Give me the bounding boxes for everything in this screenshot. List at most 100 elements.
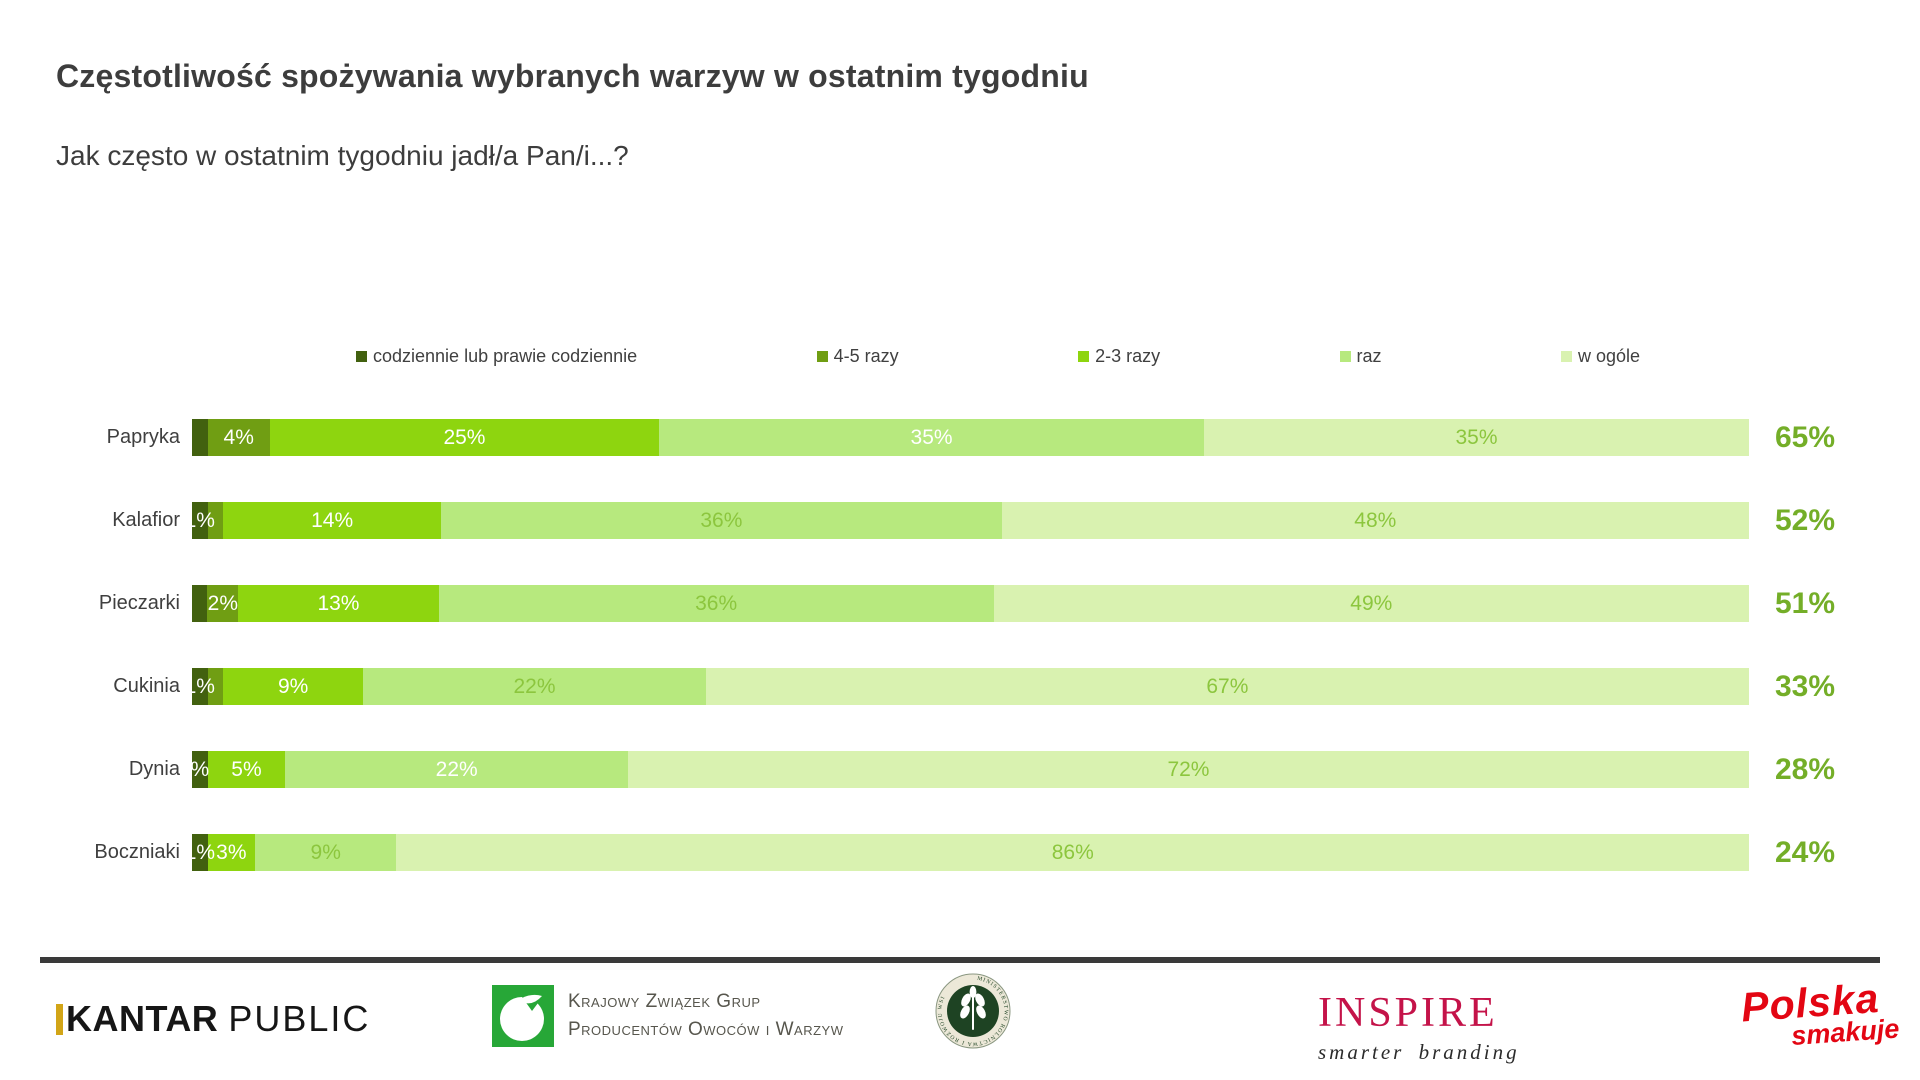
- chart-row: Dynia% 5% 22% 72% 28%: [40, 751, 1918, 788]
- bar-segment: 86%: [396, 834, 1750, 871]
- bar-segment: 67%: [705, 668, 1749, 705]
- bar-segment: %: [190, 751, 210, 788]
- legend-item: w ogóle: [1560, 346, 1640, 367]
- stacked-bar: 1% 3% 9% 86%: [185, 834, 1750, 871]
- inspire-logo-text: INSPIRE: [1318, 990, 1498, 1036]
- bar-segment: 36%: [441, 502, 1002, 539]
- polska-smakuje-logo: Polska smakuje: [1740, 975, 1901, 1054]
- inspire-tagline: smarter branding: [1318, 1040, 1520, 1064]
- segment-value-label: 67%: [1206, 674, 1249, 698]
- inspire-logo: INSPIRE smarter branding: [1318, 992, 1520, 1065]
- stacked-bar: 2% 13% 36% 49%: [192, 585, 1749, 622]
- bar-segment: 48%: [1001, 502, 1749, 539]
- legend-swatch-icon: [1560, 351, 1572, 362]
- bar-segment: [192, 419, 208, 456]
- segment-value-label: 5%: [231, 757, 262, 781]
- category-label: Pieczarki: [98, 592, 180, 614]
- chart-row: Kalafior 1% 14% 36% 48% 52%: [40, 502, 1918, 539]
- bar-segment: [192, 585, 208, 622]
- legend-swatch-icon: [816, 351, 828, 362]
- bar-segment: 25%: [269, 419, 660, 456]
- stacked-bar: 1% 14% 36% 48%: [185, 502, 1749, 539]
- total-label: 52%: [1775, 503, 1836, 537]
- stacked-bar: % 5% 22% 72%: [190, 751, 1749, 788]
- bar-segment: 72%: [627, 751, 1749, 788]
- kantar-gold-bar-icon: [56, 1003, 63, 1035]
- kzg-logo: Krajowy Związek Grup Producentów Owoców …: [492, 985, 843, 1047]
- category-label: Kalafior: [112, 509, 180, 531]
- polska-logo-line2: smakuje: [1790, 1013, 1901, 1052]
- kantar-public-logo: KANTAR PUBLIC: [56, 998, 370, 1040]
- kzg-fruit-icon: [492, 985, 554, 1047]
- segment-value-label: 2%: [207, 591, 239, 615]
- legend-label: 4-5 razy: [833, 346, 899, 366]
- total-label: 65%: [1775, 420, 1836, 454]
- bar-segment: 22%: [363, 668, 706, 705]
- legend: codziennie lub prawie codziennie 4-5 razy…: [356, 346, 1640, 367]
- segment-value-label: 36%: [700, 508, 743, 532]
- category-label: Boczniaki: [94, 841, 180, 863]
- segment-value-label: 9%: [278, 674, 309, 698]
- stacked-bar: 1% 9% 22% 67%: [185, 668, 1749, 705]
- bar-segment: 4%: [207, 419, 270, 456]
- bar-segment: 1%: [185, 502, 215, 539]
- segment-value-label: 25%: [443, 425, 486, 449]
- kantar-public-text: PUBLIC: [228, 998, 371, 1039]
- segment-value-label: 86%: [1051, 840, 1094, 864]
- bar-segment: 35%: [659, 419, 1205, 456]
- legend-swatch-icon: [1078, 351, 1090, 362]
- segment-value-label: 1%: [184, 508, 215, 532]
- bar-segment: 1%: [185, 834, 215, 871]
- chart-row: Boczniaki 1% 3% 9% 86% 24%: [40, 834, 1918, 871]
- segment-value-label: %: [190, 757, 210, 781]
- bar-segment: 2%: [207, 585, 239, 622]
- category-label: Papryka: [106, 426, 180, 448]
- total-label: 33%: [1775, 669, 1836, 703]
- segment-value-label: 72%: [1167, 757, 1210, 781]
- bar-segment: 5%: [207, 751, 286, 788]
- legend-swatch-icon: [356, 351, 367, 362]
- legend-swatch-icon: [1339, 351, 1351, 362]
- category-label: Cukinia: [113, 675, 180, 697]
- ministry-seal-icon: MINISTERSTWO ROLNICTWA I ROZWOJU WSI: [935, 973, 1011, 1049]
- segment-value-label: 48%: [1354, 508, 1397, 532]
- stacked-bar: 4% 25% 35% 35%: [192, 419, 1749, 456]
- legend-label: w ogóle: [1577, 346, 1640, 366]
- kzg-name-line1: Krajowy Związek Grup: [568, 991, 761, 1013]
- total-label: 24%: [1775, 835, 1836, 869]
- survey-question: Jak często w ostatnim tygodniu jadł/a Pa…: [56, 140, 629, 171]
- page-title: Częstotliwość spożywania wybranych warzy…: [56, 58, 1089, 94]
- bar-segment: 22%: [285, 751, 628, 788]
- bar-segment: 9%: [223, 668, 364, 705]
- segment-value-label: 1%: [184, 674, 215, 698]
- segment-value-label: 35%: [910, 425, 953, 449]
- chart-row: Cukinia 1% 9% 22% 67% 33%: [40, 668, 1918, 705]
- segment-value-label: 36%: [695, 591, 738, 615]
- kantar-logo-text: KANTAR: [66, 998, 219, 1039]
- legend-item: codziennie lub prawie codziennie: [356, 346, 637, 367]
- legend-label: codziennie lub prawie codziennie: [373, 346, 638, 366]
- segment-value-label: 22%: [435, 757, 478, 781]
- legend-label: raz: [1356, 346, 1382, 366]
- chart-row: Papryka 4% 25% 35% 35% 65%: [40, 419, 1918, 456]
- legend-item: 4-5 razy: [816, 346, 899, 367]
- segment-value-label: 1%: [184, 840, 216, 864]
- ministry-seal-logo: MINISTERSTWO ROLNICTWA I ROZWOJU WSI: [934, 972, 1012, 1055]
- segment-value-label: 35%: [1455, 425, 1498, 449]
- segment-value-label: 4%: [223, 425, 254, 449]
- category-label: Dynia: [128, 758, 180, 780]
- total-label: 51%: [1775, 586, 1836, 620]
- segment-value-label: 13%: [317, 591, 360, 615]
- stacked-bar-chart: Papryka 4% 25% 35% 35% 65% Kalafior 1% 14% 36% 48%…: [40, 419, 1918, 917]
- legend-item: 2-3 razy: [1078, 346, 1160, 367]
- kzg-name: Krajowy Związek Grup Producentów Owoców …: [568, 988, 843, 1043]
- bar-segment: 1%: [185, 668, 215, 705]
- bar-segment: 3%: [207, 834, 255, 871]
- chart-row: Pieczarki 2% 13% 36% 49% 51%: [40, 585, 1918, 622]
- total-label: 28%: [1775, 752, 1836, 786]
- bar-segment: [207, 668, 224, 705]
- segment-value-label: 49%: [1350, 591, 1393, 615]
- footer-divider: [40, 957, 1880, 963]
- segment-value-label: 9%: [310, 840, 341, 864]
